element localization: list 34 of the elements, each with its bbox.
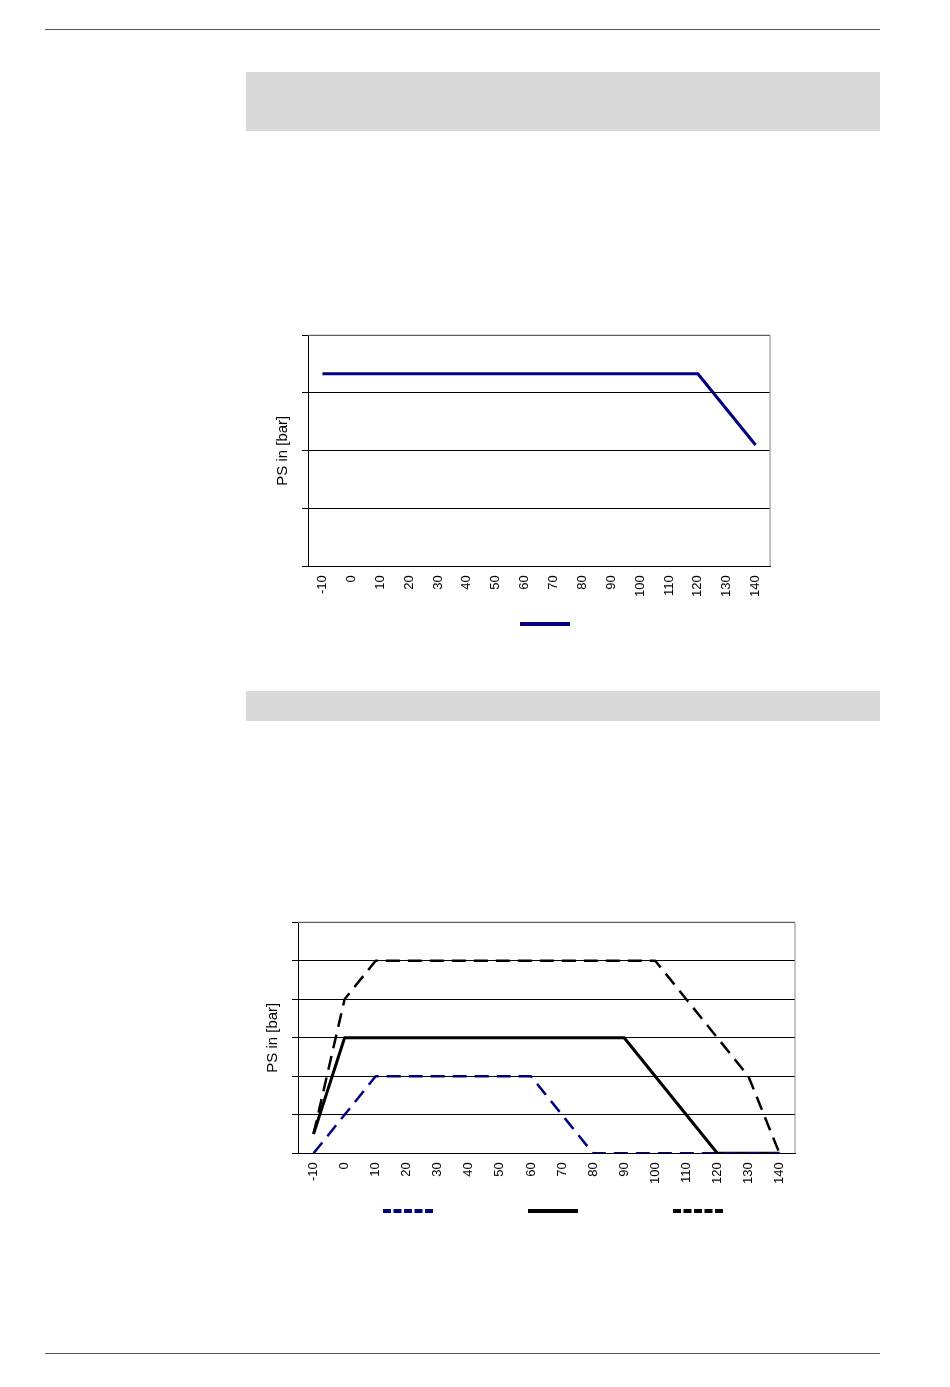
x-tick-label: 30	[429, 1162, 445, 1177]
x-tick-label: 80	[584, 1162, 600, 1177]
x-tick-label: 0	[342, 575, 358, 583]
x-tick-label: 130	[739, 1162, 755, 1185]
x-tick-label: 50	[487, 575, 503, 590]
x-tick-label: 120	[689, 575, 705, 598]
x-tick-label: 140	[747, 575, 763, 598]
x-tick-label: -10	[305, 1162, 321, 1182]
x-tick-label: 0	[336, 1162, 352, 1170]
x-tick-label: 60	[516, 575, 532, 590]
y-axis-title: PS in [bar]	[273, 415, 291, 486]
x-tick-label: 120	[708, 1162, 724, 1185]
x-tick-label: 40	[458, 575, 474, 590]
x-tick-label: 20	[398, 1162, 414, 1177]
x-tick-label: -10	[314, 575, 330, 595]
x-tick-label: 50	[491, 1162, 507, 1177]
x-tick-label: 140	[771, 1162, 787, 1185]
x-tick-label: 80	[573, 575, 589, 590]
x-tick-label: 10	[367, 1162, 383, 1177]
x-tick-label: 40	[460, 1162, 476, 1177]
x-tick-label: 70	[545, 575, 561, 590]
x-tick-label: 130	[718, 575, 734, 598]
x-tick-label: 30	[429, 575, 445, 590]
x-tick-label: 20	[400, 575, 416, 590]
x-tick-label: 100	[631, 575, 647, 598]
x-tick-label: 90	[602, 575, 618, 590]
x-tick-label: 60	[522, 1162, 538, 1177]
x-tick-label: 110	[677, 1162, 693, 1184]
x-tick-label: 70	[553, 1162, 569, 1177]
x-tick-label: 90	[615, 1162, 631, 1177]
x-tick-label: 10	[371, 575, 387, 590]
y-axis-title: PS in [bar]	[263, 1002, 281, 1073]
x-tick-label: 110	[660, 575, 676, 597]
x-tick-label: 100	[646, 1162, 662, 1185]
